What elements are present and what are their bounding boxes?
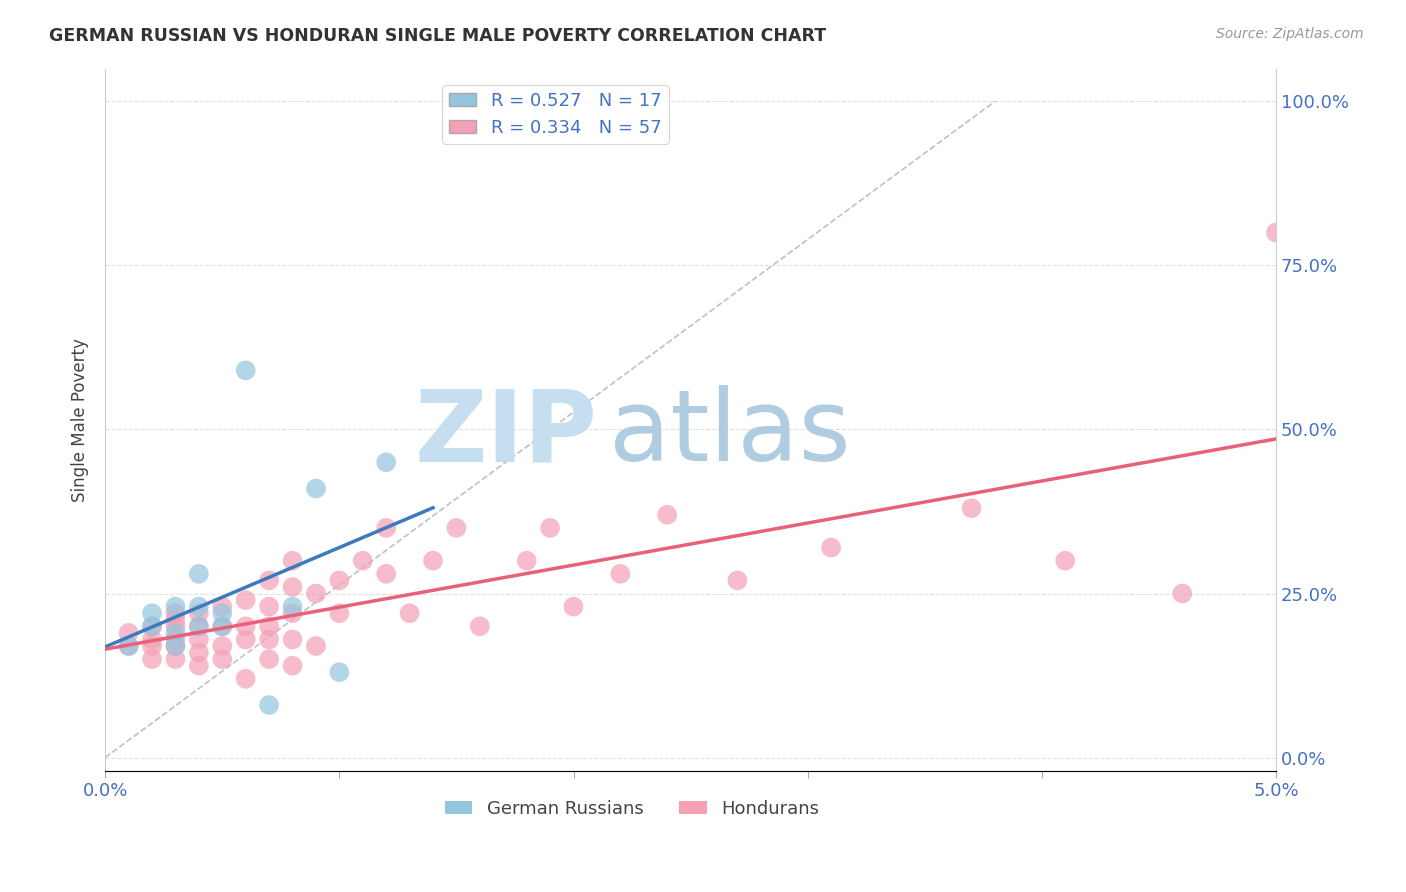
Point (235, 593, 257, 607)
Point (305, 639, 328, 653)
Point (328, 574, 350, 588)
Y-axis label: Single Male Poverty: Single Male Poverty (72, 338, 89, 501)
Point (187, 566, 209, 581)
Point (211, 599, 233, 614)
Point (257, 632, 280, 647)
Point (187, 606, 209, 620)
Point (281, 554, 304, 568)
Point (305, 482, 328, 496)
Point (1054, 554, 1077, 568)
Point (165, 619, 187, 633)
Point (820, 541, 842, 555)
Point (211, 606, 233, 620)
Point (235, 672, 257, 686)
Point (257, 652, 280, 666)
Point (211, 619, 233, 633)
Point (141, 619, 163, 633)
Point (281, 606, 304, 620)
Point (117, 639, 139, 653)
Point (165, 639, 187, 653)
Point (141, 652, 163, 666)
Point (141, 619, 163, 633)
Point (235, 619, 257, 633)
Point (281, 580, 304, 594)
Point (165, 632, 187, 647)
Point (398, 606, 420, 620)
Text: ZIP: ZIP (413, 385, 598, 483)
Point (1265, 226, 1288, 240)
Point (328, 665, 350, 680)
Text: atlas: atlas (609, 385, 851, 483)
Point (211, 652, 233, 666)
Point (725, 574, 748, 588)
Point (422, 554, 444, 568)
Point (117, 626, 139, 640)
Point (446, 521, 468, 535)
Point (165, 613, 187, 627)
Point (257, 698, 280, 712)
Legend: German Russians, Hondurans: German Russians, Hondurans (437, 792, 827, 825)
Point (165, 626, 187, 640)
Point (187, 599, 209, 614)
Point (352, 554, 374, 568)
Point (165, 639, 187, 653)
Point (187, 658, 209, 673)
Point (165, 606, 187, 620)
Point (117, 639, 139, 653)
Point (257, 574, 280, 588)
Point (281, 599, 304, 614)
Point (305, 586, 328, 600)
Point (211, 639, 233, 653)
Point (375, 521, 398, 535)
Point (165, 652, 187, 666)
Point (281, 658, 304, 673)
Point (281, 632, 304, 647)
Point (187, 646, 209, 660)
Point (235, 363, 257, 377)
Point (257, 619, 280, 633)
Point (538, 521, 561, 535)
Text: Source: ZipAtlas.com: Source: ZipAtlas.com (1216, 27, 1364, 41)
Point (187, 619, 209, 633)
Point (1171, 586, 1194, 600)
Point (657, 508, 679, 522)
Point (960, 501, 983, 516)
Point (375, 566, 398, 581)
Point (468, 619, 491, 633)
Point (235, 632, 257, 647)
Text: GERMAN RUSSIAN VS HONDURAN SINGLE MALE POVERTY CORRELATION CHART: GERMAN RUSSIAN VS HONDURAN SINGLE MALE P… (49, 27, 827, 45)
Point (141, 606, 163, 620)
Point (257, 599, 280, 614)
Point (187, 619, 209, 633)
Point (562, 599, 585, 614)
Point (211, 619, 233, 633)
Point (141, 632, 163, 647)
Point (165, 599, 187, 614)
Point (328, 606, 350, 620)
Point (609, 566, 631, 581)
Point (187, 632, 209, 647)
Point (141, 639, 163, 653)
Point (516, 554, 538, 568)
Point (375, 455, 398, 469)
